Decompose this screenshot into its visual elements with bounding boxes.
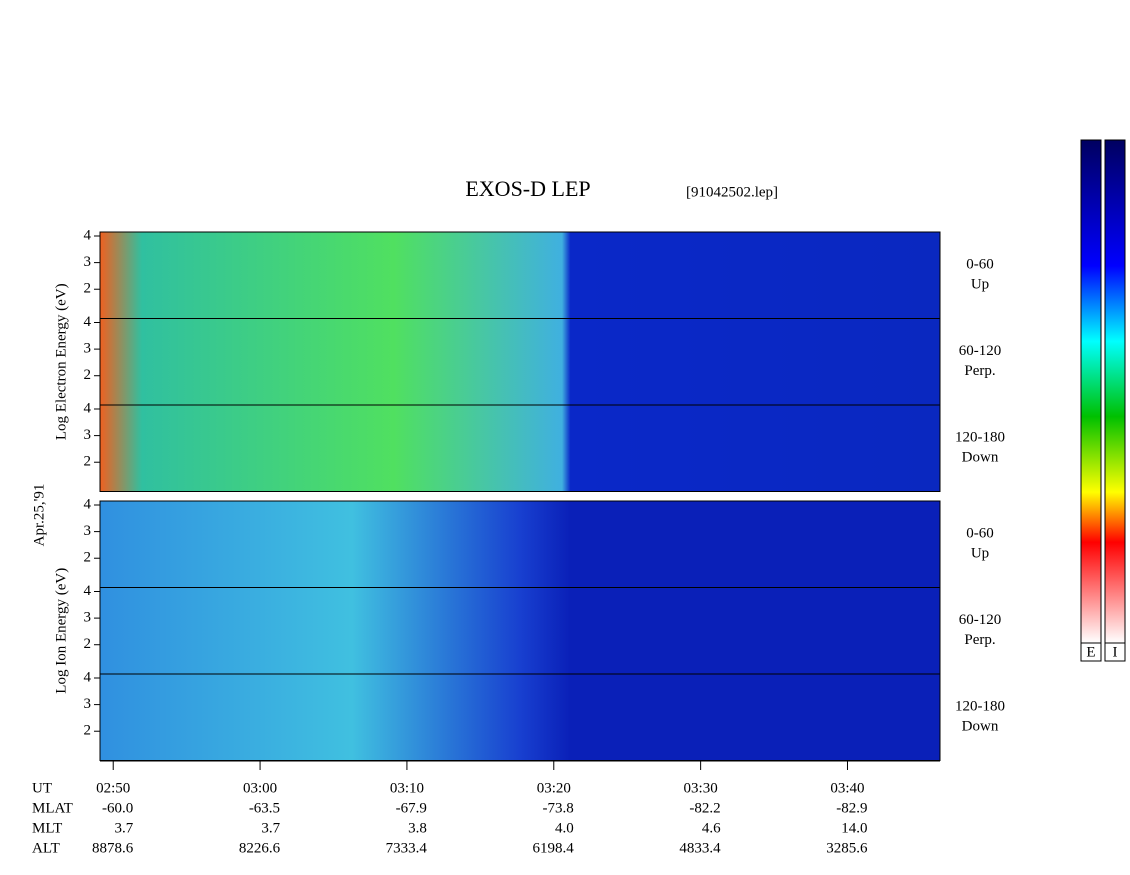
y-tick-label: 2	[84, 636, 92, 652]
y-tick-label: 2	[84, 550, 92, 566]
ephemeris-value: 7333.4	[386, 840, 428, 856]
y-tick-label: 3	[84, 427, 92, 443]
ephemeris-name: MLT	[32, 820, 62, 836]
ephemeris-value: -73.8	[543, 800, 574, 816]
ephemeris-value: 3.7	[261, 820, 280, 836]
spectrogram-panel	[99, 231, 941, 319]
y-axis-label: Log Electron Energy (eV)	[53, 283, 69, 440]
panel-direction: Down	[962, 718, 999, 734]
panel-range: 120-180	[955, 698, 1005, 714]
y-tick-label: 4	[84, 227, 92, 243]
colorbar	[1104, 139, 1126, 644]
panel-direction: Perp.	[964, 363, 995, 379]
ephemeris-value: -63.5	[249, 800, 280, 816]
y-tick-label: 3	[84, 254, 92, 270]
ephemeris-value: 14.0	[841, 820, 867, 836]
y-tick-label: 3	[84, 696, 92, 712]
ephemeris-name: MLAT	[32, 800, 73, 816]
x-tick-label: 02:50	[96, 780, 130, 796]
panel-range: 0-60	[966, 256, 994, 272]
ephemeris-value: 6198.4	[533, 840, 575, 856]
ephemeris-name: ALT	[32, 840, 60, 856]
spectrogram-panel	[99, 673, 941, 761]
colorbar-label-box	[1104, 642, 1126, 662]
panel-direction: Down	[962, 449, 999, 465]
ephemeris-value: 4.6	[702, 820, 721, 836]
spectrogram-panel	[99, 318, 941, 406]
ephemeris-value: -82.2	[689, 800, 720, 816]
y-tick-label: 2	[84, 454, 92, 470]
ephemeris-value: -60.0	[102, 800, 133, 816]
ephemeris-value: 3.8	[408, 820, 427, 836]
spectrogram-panel	[99, 500, 941, 588]
colorbar-label: E	[1086, 644, 1095, 660]
panel-direction: Up	[971, 276, 989, 292]
x-tick-label: 03:40	[830, 780, 864, 796]
panel-range: 120-180	[955, 429, 1005, 445]
y-tick-label: 3	[84, 523, 92, 539]
x-tick-label: 03:30	[684, 780, 718, 796]
y-tick-label: 3	[84, 341, 92, 357]
panel-direction: Perp.	[964, 632, 995, 648]
ephemeris-value: 8226.6	[239, 840, 281, 856]
colorbar-label: I	[1113, 644, 1118, 660]
x-tick-label: 03:00	[243, 780, 277, 796]
panel-range: 60-120	[959, 343, 1002, 359]
y-tick-label: 4	[84, 314, 92, 330]
y-tick-label: 2	[84, 367, 92, 383]
colorbar	[1080, 139, 1102, 644]
y-axis-label: Log Ion Energy (eV)	[53, 568, 69, 694]
colorbar-label-box	[1080, 642, 1102, 662]
panel-direction: Up	[971, 545, 989, 561]
ephemeris-value: 8878.6	[92, 840, 134, 856]
panel-range: 60-120	[959, 612, 1002, 628]
file-label: [91042502.lep]	[686, 184, 778, 200]
chart-title: EXOS-D LEP	[465, 176, 590, 201]
y-tick-label: 4	[84, 583, 92, 599]
x-tick-label: 03:20	[537, 780, 571, 796]
ephemeris-value: -82.9	[836, 800, 867, 816]
y-tick-label: 4	[84, 669, 92, 685]
y-tick-label: 2	[84, 723, 92, 739]
y-tick-label: 4	[84, 400, 92, 416]
spectrogram-panel	[99, 587, 941, 675]
ephemeris-value: 4833.4	[679, 840, 721, 856]
ephemeris-value: -67.9	[396, 800, 427, 816]
ephemeris-value: 3285.6	[826, 840, 868, 856]
spectrogram-panel	[99, 404, 941, 492]
y-tick-label: 3	[84, 610, 92, 626]
y-tick-label: 4	[84, 496, 92, 512]
date-label: Apr.25,'91	[31, 484, 47, 547]
x-tick-label: 03:10	[390, 780, 424, 796]
ephemeris-value: 4.0	[555, 820, 574, 836]
panel-range: 0-60	[966, 525, 994, 541]
ephemeris-name: UT	[32, 780, 52, 796]
y-tick-label: 2	[84, 281, 92, 297]
ephemeris-value: 3.7	[114, 820, 133, 836]
